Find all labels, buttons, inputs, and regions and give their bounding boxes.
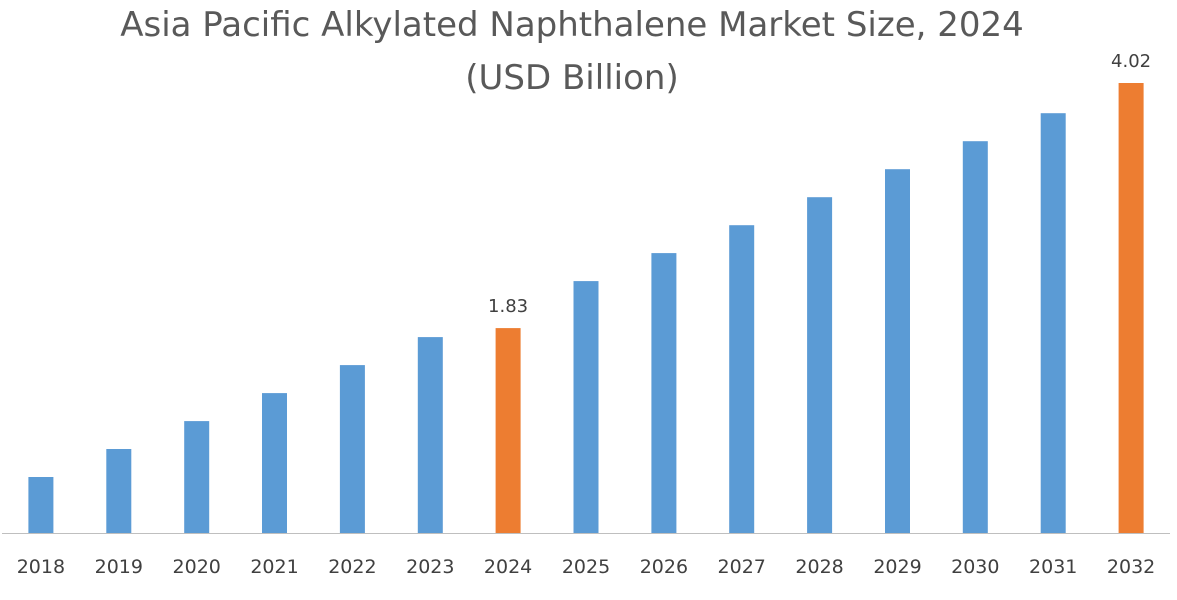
data-label-2032: 4.02 xyxy=(1111,51,1151,72)
x-tick-label-2019: 2019 xyxy=(95,556,143,578)
x-tick-labels: 2018 2019 2020 2021 2022 2023 2024 2025 2026 2027… xyxy=(17,556,1156,578)
x-tick-label-2032: 2032 xyxy=(1107,556,1155,578)
bars-group xyxy=(28,83,1144,533)
x-tick-label-2020: 2020 xyxy=(173,556,221,578)
bar-2023 xyxy=(417,337,443,533)
x-tick-label-2021: 2021 xyxy=(250,556,298,578)
bar-2027 xyxy=(729,225,755,533)
bar-2028 xyxy=(807,197,833,533)
x-tick-label-2030: 2030 xyxy=(951,556,999,578)
bar-2026 xyxy=(651,253,677,533)
bar-2031 xyxy=(1040,113,1066,533)
x-tick-label-2031: 2031 xyxy=(1029,556,1077,578)
x-tick-label-2027: 2027 xyxy=(718,556,766,578)
bar-2024 xyxy=(495,328,521,533)
data-label-2024: 1.83 xyxy=(488,296,528,317)
x-tick-label-2025: 2025 xyxy=(562,556,610,578)
x-tick-label-2024: 2024 xyxy=(484,556,532,578)
bar-2025 xyxy=(573,281,599,533)
bar-2032 xyxy=(1118,83,1144,533)
x-tick-label-2022: 2022 xyxy=(328,556,376,578)
bar-2019 xyxy=(106,449,132,533)
x-tick-label-2029: 2029 xyxy=(873,556,921,578)
chart-title-line-1: Asia Pacific Alkylated Naphthalene Marke… xyxy=(120,5,1024,45)
bar-2020 xyxy=(184,421,210,533)
bar-2029 xyxy=(885,169,910,533)
bar-2021 xyxy=(262,393,287,533)
x-tick-label-2026: 2026 xyxy=(640,556,688,578)
x-tick-label-2028: 2028 xyxy=(795,556,843,578)
x-tick-label-2023: 2023 xyxy=(406,556,454,578)
bar-2018 xyxy=(28,477,54,533)
bar-2022 xyxy=(339,365,365,533)
chart-title-line-2: (USD Billion) xyxy=(465,58,678,98)
bar-2030 xyxy=(962,141,988,533)
data-labels-group: 1.83 4.02 xyxy=(488,51,1151,317)
x-tick-label-2018: 2018 xyxy=(17,556,65,578)
